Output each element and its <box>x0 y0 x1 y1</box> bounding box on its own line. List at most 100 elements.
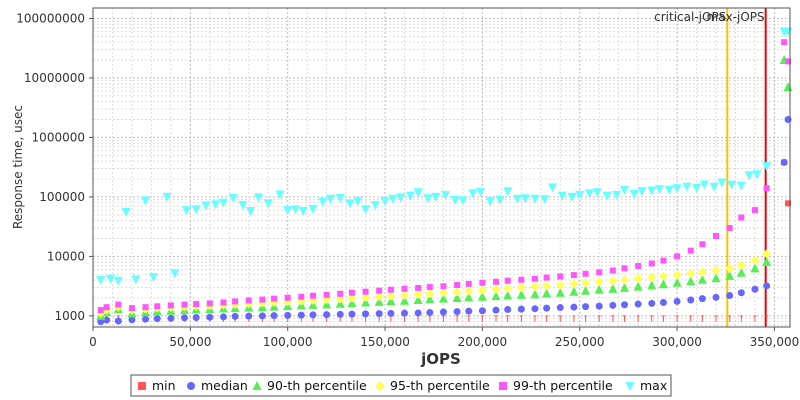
legend-marker-99-th-percentile <box>499 382 507 390</box>
point-95-th-percentile <box>608 276 618 286</box>
point-95-th-percentile <box>555 280 565 290</box>
point-90-th-percentile <box>672 277 682 287</box>
point-99-th-percentile <box>493 278 500 285</box>
y-tick-label: 100000000 <box>16 11 85 25</box>
point-median <box>609 301 617 309</box>
point-max <box>709 182 719 192</box>
point-90-th-percentile <box>620 282 630 292</box>
point-max <box>629 189 639 199</box>
point-max <box>121 207 131 217</box>
point-95-th-percentile <box>452 287 462 297</box>
point-max <box>485 197 495 207</box>
point-max <box>752 170 762 180</box>
point-99-th-percentile <box>726 225 733 232</box>
point-99-th-percentile <box>193 301 200 308</box>
point-max <box>620 185 630 195</box>
point-max <box>567 192 577 202</box>
point-median <box>336 310 344 318</box>
point-max <box>380 197 390 207</box>
series-max <box>96 27 793 286</box>
point-99-th-percentile <box>504 277 511 284</box>
point-90-th-percentile <box>477 291 487 301</box>
point-max <box>263 199 273 209</box>
point-min <box>785 200 792 207</box>
point-max <box>170 269 180 279</box>
point-median <box>673 297 681 305</box>
point-median <box>492 306 500 314</box>
point-99-th-percentile <box>479 279 486 286</box>
reference-label-critical-jOPS: critical-jOPS <box>654 10 726 24</box>
point-99-th-percentile <box>465 280 472 287</box>
point-99-th-percentile <box>323 291 330 298</box>
point-95-th-percentile <box>750 255 760 265</box>
point-90-th-percentile <box>438 293 448 303</box>
point-median <box>763 282 771 290</box>
point-max <box>592 188 602 198</box>
point-max <box>308 204 318 214</box>
point-median <box>114 317 122 325</box>
point-99-th-percentile <box>387 286 394 293</box>
legend-marker-median <box>187 382 195 390</box>
point-90-th-percentile <box>374 296 384 306</box>
point-99-th-percentile <box>348 289 355 296</box>
point-median <box>648 299 656 307</box>
legend-label-99-th-percentile: 99-th percentile <box>513 378 613 393</box>
point-99-th-percentile <box>154 303 161 310</box>
point-max <box>762 162 772 172</box>
point-90-th-percentile <box>400 295 410 305</box>
point-95-th-percentile <box>633 273 643 283</box>
point-99-th-percentile <box>621 265 628 272</box>
point-95-th-percentile <box>594 277 604 287</box>
point-median <box>465 307 473 315</box>
point-max <box>141 196 151 206</box>
x-axis-title: jOPS <box>420 350 461 368</box>
point-median <box>478 307 486 315</box>
point-99-th-percentile <box>271 295 278 302</box>
point-median <box>453 308 461 316</box>
point-99-th-percentile <box>687 247 694 254</box>
point-median <box>219 313 227 321</box>
point-median <box>634 300 642 308</box>
point-95-th-percentile <box>658 271 668 281</box>
point-90-th-percentile <box>647 280 657 290</box>
y-axis-title: Response time, usec <box>11 105 25 229</box>
point-max <box>113 276 123 286</box>
point-max <box>201 201 211 211</box>
point-median <box>103 316 111 324</box>
point-max <box>191 205 201 215</box>
legend-label-median: median <box>201 378 248 393</box>
point-95-th-percentile <box>697 267 707 277</box>
y-tick-label: 1000 <box>54 309 85 323</box>
point-90-th-percentile <box>762 257 772 267</box>
plot-frame <box>92 7 791 328</box>
point-95-th-percentile <box>503 283 513 293</box>
point-median <box>297 311 305 319</box>
x-tick-label: 300,000 <box>652 335 702 349</box>
point-max <box>431 192 441 202</box>
y-tick-label: 10000 <box>47 249 85 263</box>
point-95-th-percentile <box>438 288 448 298</box>
point-95-th-percentile <box>413 289 423 299</box>
point-99-th-percentile <box>362 288 369 295</box>
point-99-th-percentile <box>609 267 616 274</box>
point-max <box>388 194 398 204</box>
point-99-th-percentile <box>97 307 104 314</box>
point-90-th-percentile <box>686 276 696 286</box>
legend-box <box>130 374 672 397</box>
point-99-th-percentile <box>763 185 770 192</box>
point-90-th-percentile <box>697 274 707 284</box>
point-max <box>353 197 363 207</box>
point-99-th-percentile <box>337 290 344 297</box>
legend-marker-min <box>138 382 146 390</box>
point-median <box>784 116 792 124</box>
point-median <box>595 302 603 310</box>
point-90-th-percentile <box>750 263 760 273</box>
point-median <box>142 315 150 323</box>
point-max <box>253 193 263 203</box>
point-95-th-percentile <box>672 270 682 280</box>
point-median <box>387 309 395 317</box>
point-99-th-percentile <box>781 39 788 46</box>
point-99-th-percentile <box>582 270 589 277</box>
point-95-th-percentile <box>464 286 474 296</box>
point-max <box>96 276 106 286</box>
